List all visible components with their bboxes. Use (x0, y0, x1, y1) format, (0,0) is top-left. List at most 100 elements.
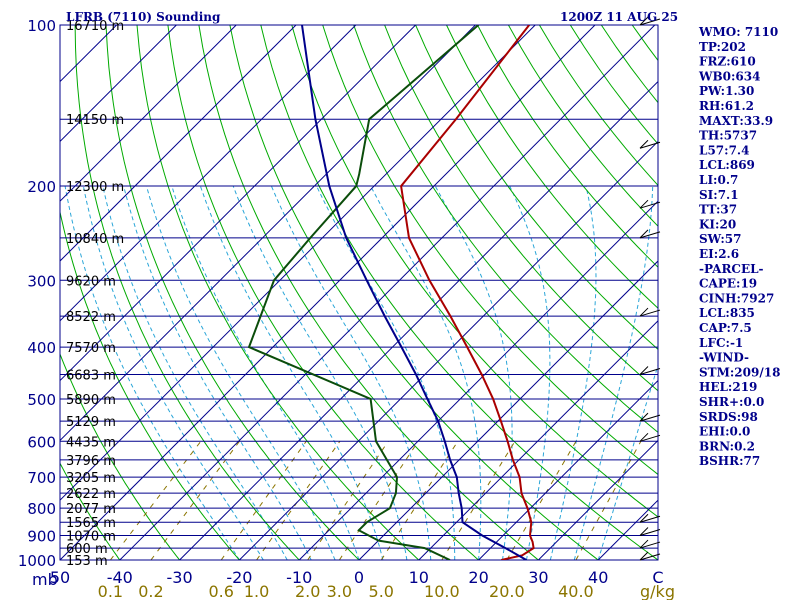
mixing-ratio-line (575, 441, 642, 560)
height-label: 600 m (66, 542, 108, 557)
sounding-profiles (247, 25, 535, 560)
mixing-ratio-tick-label: 3.0 (327, 582, 352, 600)
pressure-axis-unit: mb (32, 570, 58, 589)
dry-adiabat-lines (60, 25, 658, 560)
station-title: LFRB (7110) Sounding (66, 10, 221, 24)
pressure-tick-label: 1000 (18, 552, 56, 570)
dry-adiabat-line (291, 25, 658, 518)
sounding-index-entry: TP:202 (699, 40, 746, 54)
moist-adiabat-line (597, 363, 658, 560)
height-label: 6683 m (66, 368, 116, 383)
sounding-index-entry: L57:7.4 (699, 143, 749, 157)
isotherm-line (60, 25, 476, 442)
temperature-tick-label: -40 (107, 568, 133, 587)
temperature-tick-label: 20 (468, 568, 488, 587)
wind-barbs (639, 16, 661, 561)
height-label: 12300 m (66, 180, 124, 195)
mixing-ratio-tick-label: 20.0 (489, 582, 525, 600)
temperature-tick-label: 40 (588, 568, 608, 587)
sounding-index-entry: WB0:634 (698, 69, 760, 83)
height-label: 7570 m (66, 341, 116, 356)
pressure-tick-label: 100 (27, 17, 56, 35)
height-label: 3796 m (66, 454, 116, 469)
dry-adiabat-line (136, 25, 420, 560)
sounding-index-entry: STM:209/18 (699, 365, 780, 379)
height-label: 3205 m (66, 471, 116, 486)
pressure-tick-labels: 100 200 300 400 500 600 700 800 900 1000 (18, 17, 56, 570)
isotherm-line (60, 25, 297, 262)
isobar-lines (60, 24, 658, 561)
sounding-index-entry: SHR+:0.0 (699, 395, 764, 409)
height-label: 5890 m (66, 393, 116, 408)
sounding-index-entry: LFC:-1 (699, 336, 743, 350)
sounding-index-entry: PW:1.30 (699, 84, 754, 98)
sounding-index-entry: -PARCEL- (699, 262, 764, 276)
height-label: 9620 m (66, 274, 116, 289)
temperature-profile-line (400, 25, 535, 560)
isotherm-line (538, 439, 658, 560)
moist-adiabat-line (171, 185, 360, 560)
height-label: 8522 m (66, 310, 116, 325)
temperature-tick-label: 10 (409, 568, 429, 587)
sounding-index-entry: SRDS:98 (699, 410, 758, 424)
height-label: 5129 m (66, 415, 116, 430)
temperature-tick-label: -20 (226, 568, 252, 587)
sounding-index-entry: FRZ:610 (699, 55, 756, 69)
isotherm-line (60, 25, 596, 560)
sounding-index-entry: CAP:7.5 (699, 321, 752, 335)
mixing-ratio-line (380, 441, 459, 560)
sounding-index-entry: CAPE:19 (699, 277, 757, 291)
mixing-ratio-line (307, 441, 389, 560)
sounding-index-entry: SI:7.1 (699, 188, 739, 202)
isotherm-line (60, 25, 536, 501)
height-label: 2622 m (66, 487, 116, 502)
height-label: 1565 m (66, 516, 116, 531)
sounding-index-entry: CINH:7927 (699, 291, 774, 305)
isotherm-line (60, 25, 416, 382)
temperature-tick-label: 30 (528, 568, 548, 587)
wind-barb (639, 229, 661, 239)
sounding-index-entry: LCL:835 (699, 306, 755, 320)
isotherm-line (239, 140, 658, 560)
sounding-index-entry: KI:20 (699, 217, 736, 231)
sounding-index-entry: MAXT:33.9 (699, 114, 773, 128)
sounding-index-panel: WMO: 7110TP:202FRZ:610WB0:634PW:1.30RH:6… (698, 25, 780, 468)
mixing-ratio-line (109, 441, 202, 560)
wind-barb (639, 366, 661, 375)
plot-frame (59, 24, 659, 561)
pressure-tick-label: 900 (27, 528, 56, 546)
isotherm-line (119, 25, 656, 560)
isotherm-line (478, 379, 658, 560)
pressure-tick-label: 700 (27, 469, 56, 487)
isotherm-line (358, 260, 658, 560)
height-label: 2077 m (66, 502, 116, 517)
temperature-tick-label: -30 (167, 568, 193, 587)
sounding-index-entry: WMO: 7110 (698, 25, 778, 39)
mixing-ratio-tick-label: 5.0 (369, 582, 394, 600)
isotherm-line (298, 200, 658, 560)
valid-time: 1200Z 11 AUG 25 (560, 10, 678, 24)
temperature-tick-labels: 50 -40 -30 -20 -10 0 10 20 30 40 C (50, 568, 664, 587)
mixing-ratio-line (506, 441, 577, 560)
mixing-ratio-tick-label: 0.1 (98, 582, 123, 600)
mixing-ratio-tick-label: 1.0 (244, 582, 269, 600)
moist-adiabat-lines (64, 185, 658, 560)
mixing-ratio-line (338, 441, 419, 560)
mixing-ratio-tick-label: 0.6 (208, 582, 233, 600)
wind-barb (639, 539, 661, 549)
height-labels: 16710 m 14150 m 12300 m 10840 m 9620 m 8522 m… (66, 19, 124, 569)
temperature-tick-label: 0 (354, 568, 364, 587)
isotherm-line (60, 25, 177, 143)
pressure-tick-label: 200 (27, 178, 56, 196)
pressure-tick-label: 500 (27, 391, 56, 409)
sounding-index-entry: -WIND- (699, 351, 749, 365)
isotherm-line (60, 25, 357, 322)
mixing-ratio-line (256, 441, 341, 560)
moist-adiabat-line (232, 185, 408, 560)
wind-barb (639, 199, 661, 209)
height-label: 1070 m (66, 530, 116, 545)
sounding-index-entry: TT:37 (699, 203, 737, 217)
mixing-ratio-tick-label: 0.2 (138, 582, 163, 600)
mixing-ratio-tick-label: 10.0 (424, 582, 460, 600)
height-label: 10840 m (66, 232, 124, 247)
